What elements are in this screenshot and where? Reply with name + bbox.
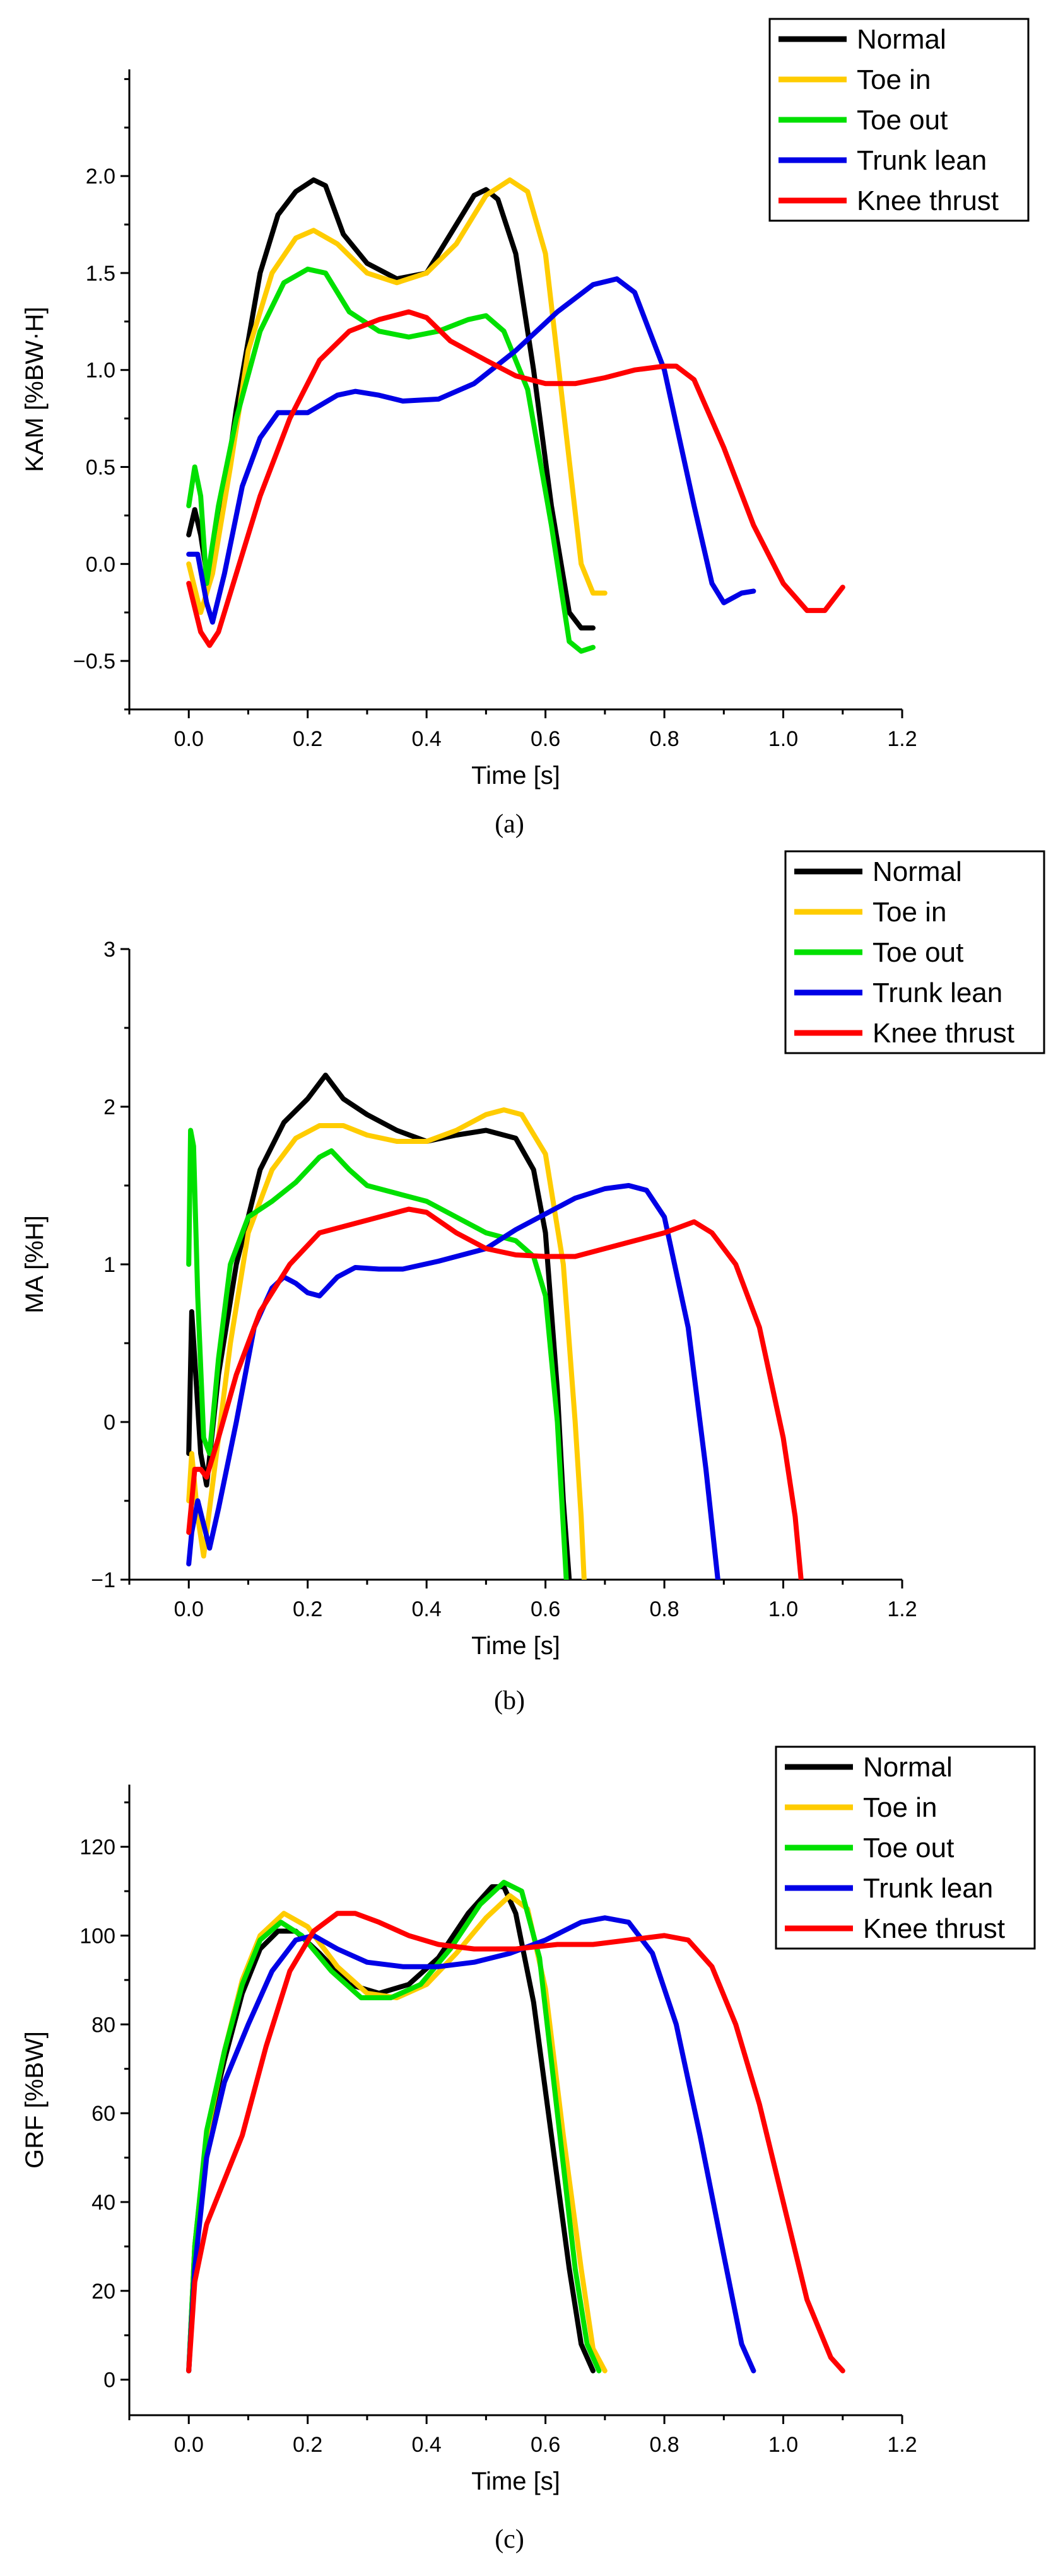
- x-tick-label: 0.0: [174, 2433, 204, 2457]
- series-group: [186, 177, 845, 654]
- x-axis-title: Time [s]: [471, 762, 560, 790]
- x-tick-label: 1.2: [887, 727, 917, 751]
- y-tick-label: 1: [103, 1253, 115, 1277]
- x-tick-label: 0.8: [649, 727, 679, 751]
- x-tick-label: 1.0: [768, 2433, 798, 2457]
- x-tick-label: 1.0: [768, 727, 798, 751]
- legend-label: Toe out: [863, 1833, 954, 1863]
- y-tick-label: 3: [103, 938, 115, 962]
- y-tick-label: 2: [103, 1095, 115, 1119]
- x-tick-label: 0.8: [649, 1597, 679, 1621]
- series-line-normal: [186, 1073, 572, 1580]
- legend-label: Normal: [863, 1752, 953, 1783]
- legend-label: Trunk lean: [863, 1873, 993, 1904]
- y-tick-label: 40: [91, 2191, 115, 2215]
- y-tick-label: 0.0: [86, 552, 115, 576]
- x-tick-label: 0.6: [531, 2433, 560, 2457]
- series-line-knee-thrust: [186, 1911, 845, 2374]
- y-tick-label: −1: [91, 1568, 115, 1592]
- x-tick-label: 0.4: [412, 1597, 442, 1621]
- legend: Normal Toe in Toe out Trunk lean Knee thrust: [768, 18, 1030, 222]
- x-tick-label: 0.0: [174, 727, 204, 751]
- series-group: [186, 1073, 804, 1580]
- chart-panel-c: 0.0 0.2 0.4 0.6 0.8 1.0 1.2 0 20 40 60 80 100 120 Time…: [21, 1746, 1036, 2554]
- y-tick-label: 100: [79, 1924, 115, 1948]
- x-tick-label: 0.4: [412, 727, 442, 751]
- y-axis-title: GRF [%BW]: [21, 2031, 49, 2169]
- legend-label: Toe out: [873, 937, 963, 968]
- y-tick-label: 1.5: [86, 262, 115, 286]
- legend-label: Toe out: [857, 105, 948, 136]
- series-line-toe-out: [186, 1879, 602, 2374]
- series-line-toe-out: [186, 1128, 569, 1580]
- x-tick-label: 1.2: [887, 2433, 917, 2457]
- y-tick-label: 1.0: [86, 359, 115, 383]
- legend-label: Knee thrust: [863, 1913, 1005, 1944]
- legend: Normal Toe in Toe out Trunk lean Knee thrust: [784, 850, 1045, 1054]
- y-tick-label: 60: [91, 2102, 115, 2126]
- series-line-trunk-lean: [186, 1183, 720, 1580]
- y-tick-label: 0: [103, 2369, 115, 2392]
- y-tick-label: 0.5: [86, 456, 115, 480]
- legend-label: Toe in: [873, 897, 946, 928]
- legend-label: Knee thrust: [857, 185, 999, 216]
- legend-label: Normal: [873, 856, 962, 887]
- legend: Normal Toe in Toe out Trunk lean Knee thrust: [775, 1746, 1036, 1950]
- legend-label: Toe in: [863, 1792, 937, 1823]
- x-tick-label: 1.0: [768, 1597, 798, 1621]
- panel-caption: (c): [495, 2525, 524, 2554]
- legend-label: Knee thrust: [873, 1018, 1014, 1049]
- chart-panel-b: 0.0 0.2 0.4 0.6 0.8 1.0 1.2 −1 0 1 2 3 Time [s] MA [%…: [21, 850, 1045, 1715]
- x-tick-label: 0.2: [293, 2433, 322, 2457]
- legend-label: Trunk lean: [857, 145, 987, 176]
- x-axis-title: Time [s]: [471, 2468, 560, 2495]
- legend-label: Toe in: [857, 64, 931, 95]
- x-tick-label: 0.6: [531, 1597, 560, 1621]
- y-axis-title: KAM [%BW·H]: [21, 306, 49, 472]
- y-tick-label: 120: [79, 1836, 115, 1860]
- series-group: [186, 1879, 845, 2374]
- x-tick-label: 0.8: [649, 2433, 679, 2457]
- x-axis-title: Time [s]: [471, 1632, 560, 1660]
- series-line-toe-out: [186, 266, 596, 654]
- series-line-toe-in: [186, 1107, 587, 1580]
- y-tick-label: −0.5: [73, 650, 115, 673]
- x-tick-label: 0.2: [293, 727, 322, 751]
- x-tick-label: 1.2: [887, 1597, 917, 1621]
- x-tick-label: 0.2: [293, 1597, 322, 1621]
- panel-caption: (a): [495, 810, 524, 839]
- series-line-toe-in: [186, 177, 608, 615]
- series-line-knee-thrust: [186, 1206, 804, 1580]
- x-tick-label: 0.0: [174, 1597, 204, 1621]
- legend-label: Normal: [857, 24, 946, 55]
- y-tick-label: 80: [91, 2013, 115, 2037]
- series-line-trunk-lean: [186, 276, 756, 625]
- chart-panel-a: 0.0 0.2 0.4 0.6 0.8 1.0 1.2 −0.5 0.0 0.5 1.0 1.5 2.0…: [21, 18, 1030, 839]
- x-tick-label: 0.4: [412, 2433, 442, 2457]
- x-tick-label: 0.6: [531, 727, 560, 751]
- y-tick-label: 0: [103, 1411, 115, 1435]
- y-tick-label: 20: [91, 2280, 115, 2304]
- y-axis-title: MA [%H]: [21, 1215, 49, 1314]
- legend-label: Trunk lean: [873, 977, 1002, 1008]
- y-tick-label: 2.0: [86, 165, 115, 189]
- panel-caption: (b): [494, 1686, 525, 1715]
- series-line-trunk-lean: [186, 1915, 756, 2374]
- series-line-knee-thrust: [186, 309, 845, 648]
